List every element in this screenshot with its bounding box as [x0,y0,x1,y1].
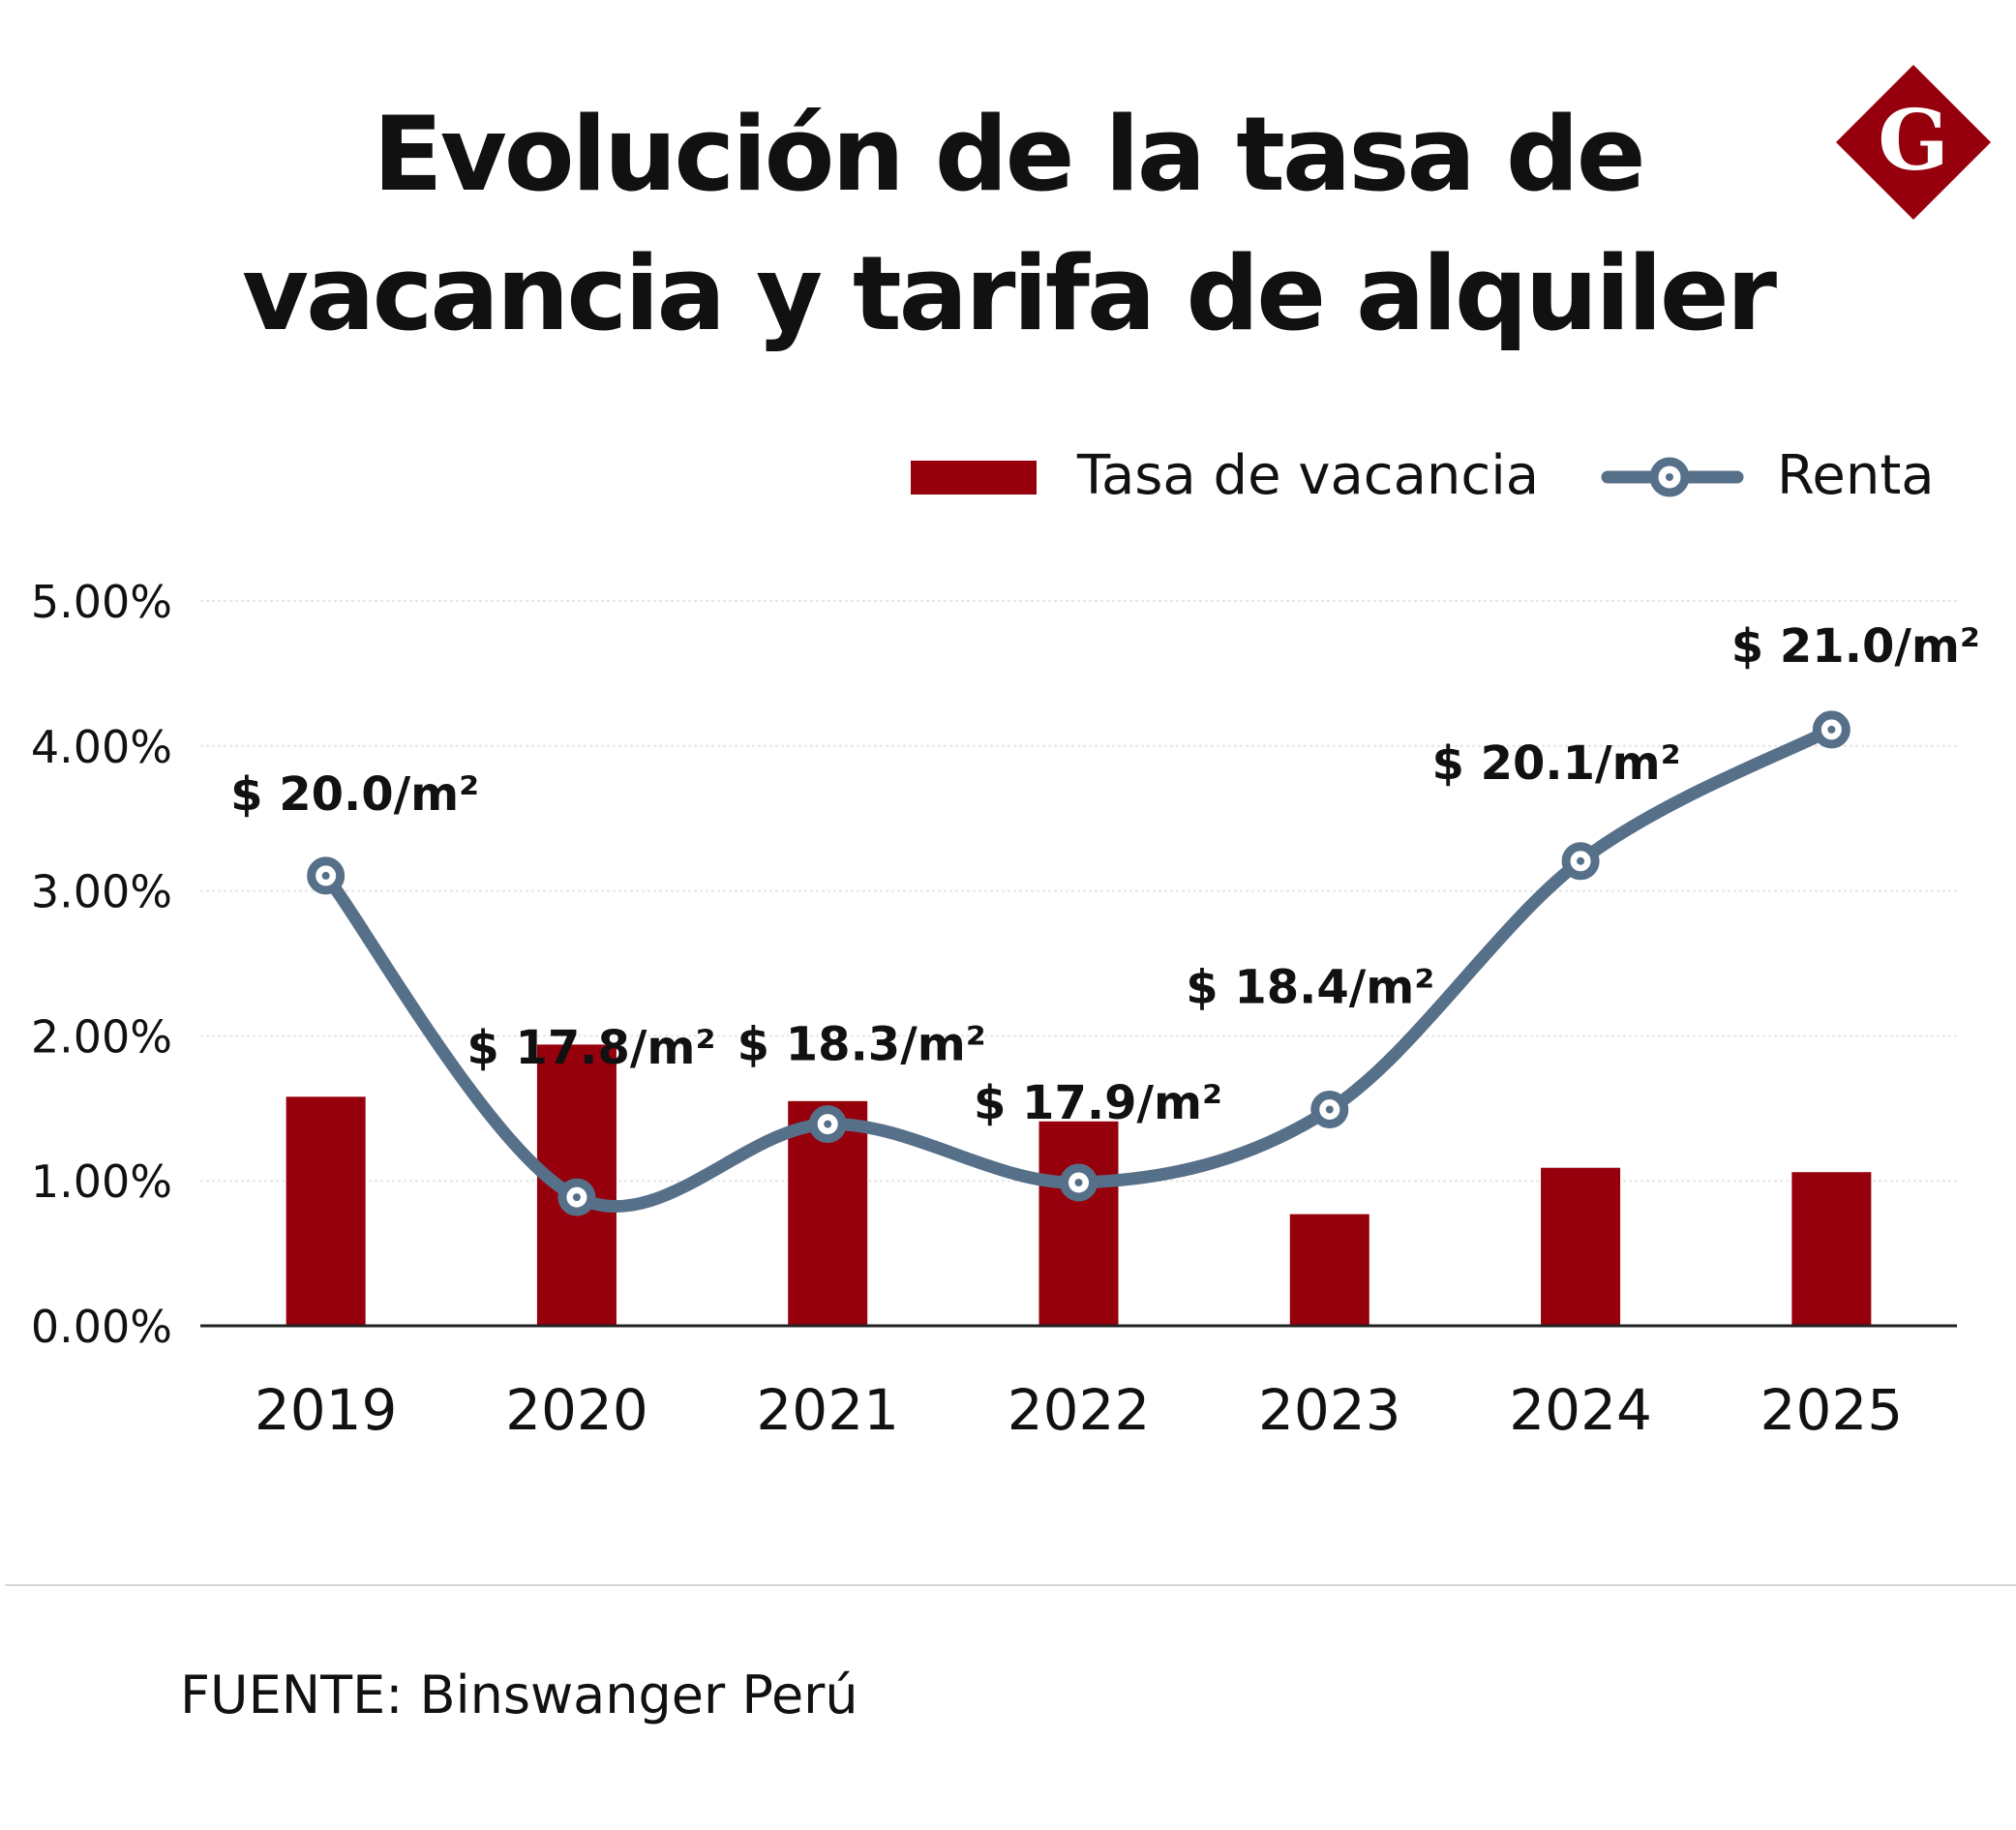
bar-2025 [1791,1172,1872,1326]
bar-2024 [1541,1167,1621,1326]
x-tick-label: 2025 [1760,1377,1904,1443]
footer-divider [5,1584,2016,1586]
renta-label-2022: $ 17.9/m² [974,1076,1222,1130]
renta-label-2025: $ 21.0/m² [1731,619,1980,674]
title-line-1: Evolución de la tasa de [373,95,1645,214]
legend-line-label: Renta [1777,444,1935,507]
renta-point-dot [824,1120,832,1128]
legend-bar-swatch [911,461,1037,495]
renta-label-2024: $ 20.1/m² [1432,736,1681,791]
renta-label-2021: $ 18.3/m² [737,1018,986,1072]
renta-point-dot [1827,725,1836,734]
x-tick-label: 2023 [1258,1377,1401,1443]
bar-2023 [1289,1214,1369,1326]
renta-point-dot [1325,1105,1334,1114]
x-tick-label: 2024 [1509,1377,1652,1443]
chart-title: Evolución de la tasa de vacancia y tarif… [0,85,2016,364]
renta-point-dot [572,1193,581,1202]
renta-label-2020: $ 17.8/m² [466,1021,715,1075]
y-tick-label: 2.00% [31,1010,172,1063]
y-tick-label: 1.00% [31,1155,172,1208]
y-tick-label: 0.00% [31,1301,172,1353]
y-tick-label: 3.00% [31,866,172,918]
bar-2022 [1038,1121,1119,1326]
renta-label-2023: $ 18.4/m² [1186,961,1434,1015]
x-tick-label: 2022 [1008,1377,1151,1443]
renta-point-dot [1074,1179,1083,1187]
title-line-2: vacancia y tarifa de alquiler [241,234,1777,353]
x-tick-label: 2020 [505,1377,648,1443]
logo-letter: G [1878,92,1948,190]
x-tick-label: 2021 [756,1377,899,1443]
brand-logo: G [1836,65,1991,220]
x-tick-label: 2019 [255,1377,398,1443]
bar-2019 [286,1096,366,1326]
renta-point-dot [1577,856,1585,865]
renta-label-2019: $ 20.0/m² [230,767,479,822]
source-note: FUENTE: Binswanger Perú [180,1665,858,1725]
legend-line-dot [1666,473,1673,481]
legend-bar-label: Tasa de vacancia [1076,444,1539,507]
y-tick-label: 5.00% [31,576,172,628]
logo-diamond-icon [1836,65,1991,220]
y-tick-label: 4.00% [31,721,172,773]
renta-point-dot [321,871,330,880]
